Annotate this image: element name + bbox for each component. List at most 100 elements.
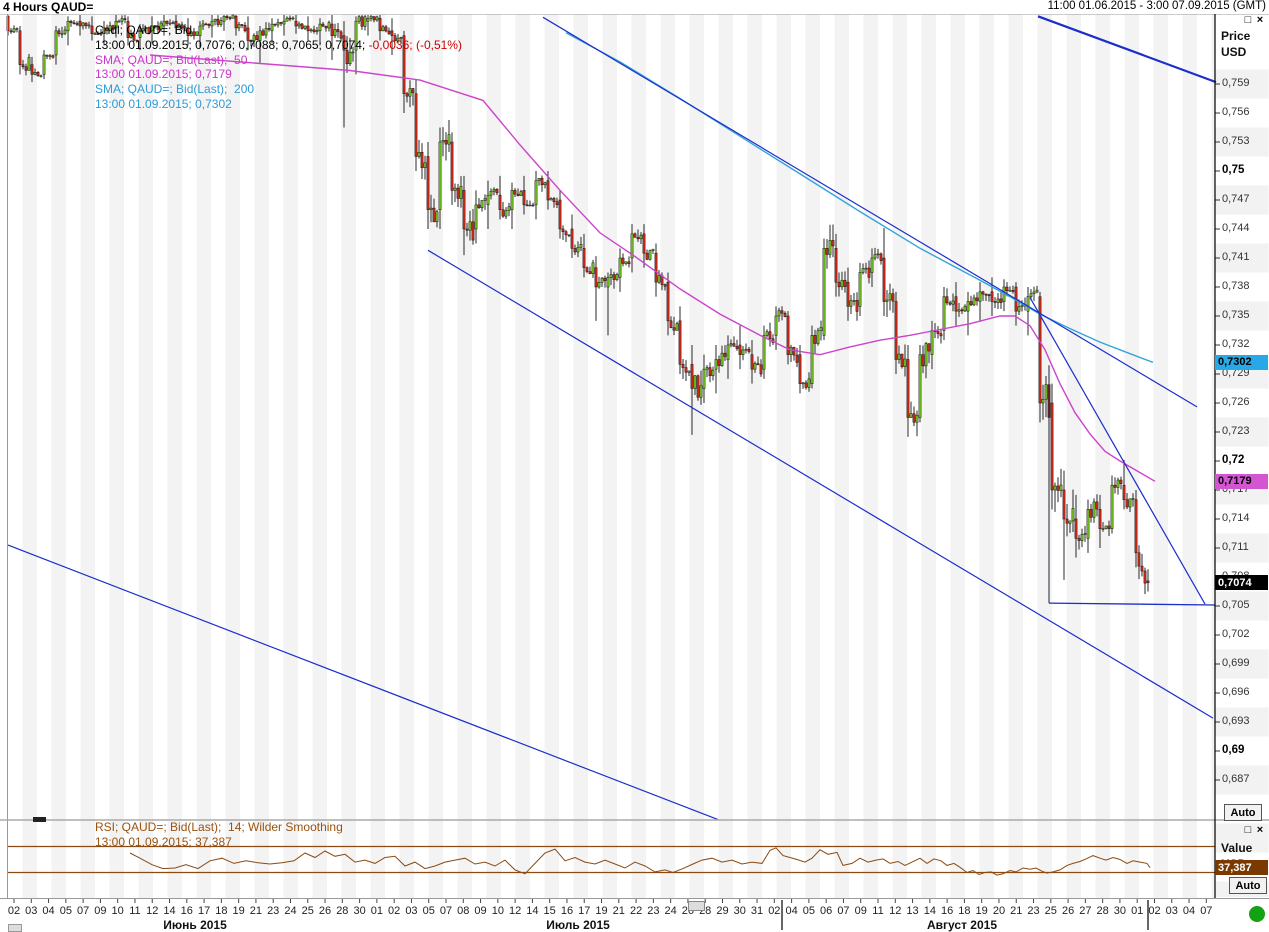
x-axis-day-label: 27 — [1079, 905, 1092, 917]
price-tick-label: 0,705 — [1222, 599, 1250, 611]
date-range-label: 11:00 01.06.2015 - 3:00 07.09.2015 (GMT) — [1047, 0, 1266, 12]
price-tick-label: 0,711 — [1222, 541, 1249, 553]
x-axis-day-label: 09 — [94, 905, 107, 917]
rsi-legend: RSI; QAUD=; Bid(Last); 14; Wilder Smooth… — [95, 820, 343, 850]
rsi-legend-series: RSI; QAUD=; Bid(Last); 14; Wilder Smooth… — [95, 820, 343, 834]
x-axis-day-label: 07 — [439, 905, 453, 917]
x-axis-day-label: 11 — [129, 905, 141, 917]
x-axis-day-label: 07 — [837, 905, 850, 917]
x-axis-day-label: 30 — [353, 905, 366, 917]
x-axis-day-label: 19 — [975, 905, 988, 917]
rsi-pane-splitter-handle[interactable] — [33, 817, 46, 822]
price-tick-label: 0,729 — [1222, 367, 1250, 379]
x-axis-day-label: 14 — [923, 905, 936, 917]
price-tick-label: 0,75 — [1222, 164, 1245, 176]
price-tick-label: 0,759 — [1222, 77, 1250, 89]
x-axis-day-label: 07 — [1200, 905, 1213, 917]
time-axis-splitter-handle[interactable] — [688, 901, 705, 911]
x-axis-day-label: 06 — [820, 905, 833, 917]
price-tick-label: 0,735 — [1222, 309, 1250, 321]
x-axis-day-label: 03 — [1165, 905, 1178, 917]
price-tick-label: 0,702 — [1222, 628, 1250, 640]
x-axis-day-label: 18 — [958, 905, 971, 917]
x-axis-day-label: 18 — [215, 905, 228, 917]
close-icon[interactable]: × — [1256, 824, 1264, 836]
x-axis-day-label: 26 — [318, 905, 332, 917]
x-axis-day-label: 21 — [1010, 905, 1023, 917]
x-axis-day-label: 26 — [1061, 905, 1075, 917]
x-axis-day-label: 21 — [612, 905, 625, 917]
price-tick-label: 0,696 — [1222, 686, 1250, 698]
x-axis-day-label: 23 — [647, 905, 660, 917]
price-tick-label: 0,726 — [1222, 396, 1250, 408]
x-axis-day-label: 15 — [543, 905, 556, 917]
price-tick-label: 0,756 — [1222, 106, 1250, 118]
x-axis-day-label: 16 — [180, 905, 193, 917]
rsi-pane-window-controls: □ × — [1242, 824, 1266, 836]
x-axis-month-label: Август 2015 — [927, 918, 997, 932]
x-axis-day-label: 24 — [664, 905, 677, 917]
x-axis-day-label: 02 — [7, 905, 21, 917]
x-axis-day-label: 13 — [906, 905, 919, 917]
x-axis-day-label: 25 — [301, 905, 314, 917]
scrollbar-corner — [8, 924, 22, 932]
x-axis-day-label: 07 — [76, 905, 90, 917]
legend-sma200-value: 13:00 01.09.2015; 0,7302 — [95, 96, 232, 111]
price-tick-label: 0,693 — [1222, 715, 1250, 727]
price-axis-auto-button[interactable]: Auto — [1224, 804, 1262, 821]
maximize-icon[interactable]: □ — [1244, 824, 1252, 836]
x-axis-day-label: 10 — [491, 905, 504, 917]
sma50-price-badge: 0,7179 — [1215, 473, 1268, 489]
price-legend: Cndl; QAUD=; Bid 13:00 01.09.2015; 0,7076… — [95, 23, 462, 112]
x-axis-day-label: 31 — [750, 905, 764, 917]
price-tick-label: 0,741 — [1222, 251, 1250, 263]
x-axis-day-label: 05 — [802, 905, 815, 917]
x-axis-day-label: 19 — [595, 905, 608, 917]
rsi-axis-auto-button[interactable]: Auto — [1229, 877, 1267, 894]
x-axis-day-label: 17 — [197, 905, 211, 917]
x-axis-day-label: 04 — [1182, 905, 1196, 917]
x-axis-day-label: 14 — [163, 905, 176, 917]
price-tick-label: 0,714 — [1222, 512, 1250, 524]
chart-title: 4 Hours QAUD= — [3, 0, 94, 14]
x-axis-day-label: 03 — [25, 905, 38, 917]
chart-titlebar: 4 Hours QAUD= 11:00 01.06.2015 - 3:00 07… — [0, 0, 1269, 14]
rsi-value-badge: 37,387 — [1215, 860, 1268, 876]
x-axis-day-label: 04 — [785, 905, 798, 917]
x-axis-day-label: 10 — [111, 905, 124, 917]
x-axis-day-label: 23 — [1027, 905, 1040, 917]
x-axis-day-label: 08 — [457, 905, 470, 917]
price-tick-label: 0,738 — [1222, 280, 1250, 292]
x-axis-day-label: 30 — [1113, 905, 1127, 917]
price-tick-label: 0,699 — [1222, 657, 1250, 669]
x-axis-day-label: 09 — [474, 905, 487, 917]
rsi-legend-value: 13:00 01.09.2015; 37,387 — [95, 835, 232, 849]
x-axis-day-label: 12 — [889, 905, 902, 917]
price-tick-label: 0,687 — [1222, 773, 1250, 785]
price-axis[interactable]: 0,759 0,756 0,753 0,75 0,747 0,744 0,741 0,738 0… — [1215, 0, 1269, 932]
price-tick-label: 0,72 — [1222, 454, 1245, 466]
legend-ohlc-values: 13:00 01.09.2015; 0,7076; 0,7088; 0,7065… — [95, 37, 369, 52]
x-axis-day-label: 14 — [526, 905, 539, 917]
close-icon[interactable]: × — [1256, 14, 1264, 26]
x-axis-day-label: 20 — [992, 905, 1006, 917]
x-axis-day-label: 30 — [733, 905, 746, 917]
x-axis-day-label: 09 — [854, 905, 867, 917]
connection-status-icon — [1249, 906, 1265, 922]
x-axis-day-label: 23 — [267, 905, 280, 917]
maximize-icon[interactable]: □ — [1244, 14, 1252, 26]
price-tick-label: 0,732 — [1222, 338, 1250, 350]
x-axis-day-label: 25 — [1044, 905, 1057, 917]
price-axis-title: Price USD — [1221, 29, 1251, 59]
price-tick-label: 0,744 — [1222, 222, 1250, 234]
x-axis-day-label: 12 — [146, 905, 159, 917]
price-tick-label: 0,69 — [1222, 744, 1245, 756]
price-tick-label: 0,747 — [1222, 193, 1250, 205]
x-axis-day-label: 28 — [1096, 905, 1109, 917]
x-axis-day-label: 05 — [59, 905, 72, 917]
price-tick-label: 0,753 — [1222, 135, 1250, 147]
x-axis-day-label: 16 — [560, 905, 574, 917]
x-axis-day-label: 01 — [370, 905, 383, 917]
